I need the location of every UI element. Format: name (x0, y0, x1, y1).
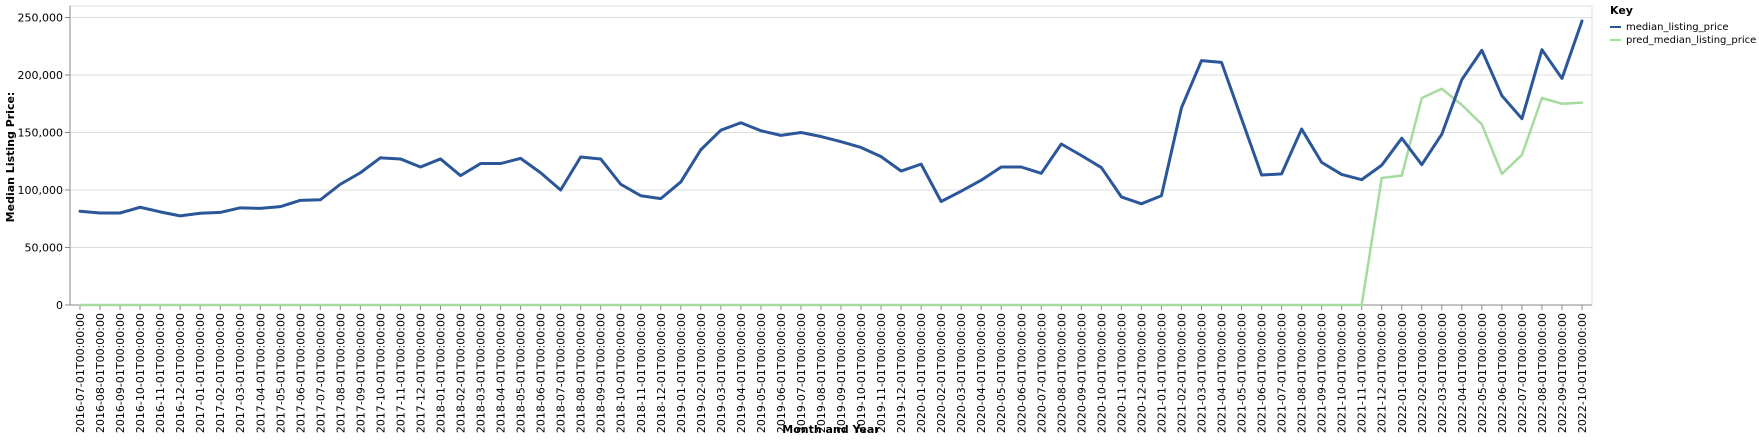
y-tick-label: 0 (56, 299, 63, 312)
x-tick-label: 2018-09-01T00:00:00 (595, 313, 608, 433)
x-tick-label: 2017-02-01T00:00:00 (214, 313, 227, 433)
x-tick-label: 2016-12-01T00:00:00 (174, 313, 187, 433)
x-tick-label: 2019-04-01T00:00:00 (735, 313, 748, 433)
series-line-median_listing_price (78, 19, 1584, 218)
x-tick-label: 2020-02-01T00:00:00 (935, 313, 948, 433)
x-tick-label: 2020-11-01T00:00:00 (1115, 313, 1128, 433)
x-tick-label: 2019-05-01T00:00:00 (755, 313, 768, 433)
x-tick-label: 2016-08-01T00:00:00 (94, 313, 107, 433)
x-tick-label: 2018-04-01T00:00:00 (495, 313, 508, 433)
x-tick-label: 2019-06-01T00:00:00 (775, 313, 788, 433)
x-tick-label: 2018-08-01T00:00:00 (575, 313, 588, 433)
x-tick-label: 2019-03-01T00:00:00 (715, 313, 728, 433)
x-tick-label: 2021-09-01T00:00:00 (1316, 313, 1329, 433)
x-tick-label: 2021-06-01T00:00:00 (1256, 313, 1269, 433)
legend: Key median_listing_price pred_median_list… (1610, 4, 1756, 46)
x-tick-label: 2020-12-01T00:00:00 (1135, 313, 1148, 433)
series-layer (78, 19, 1584, 307)
x-tick-label: 2019-10-01T00:00:00 (855, 313, 868, 433)
x-tick-label: 2020-01-01T00:00:00 (915, 313, 928, 433)
y-tick-label: 200,000 (18, 69, 64, 82)
x-tick-label: 2018-11-01T00:00:00 (635, 313, 648, 433)
x-tick-label: 2022-09-01T00:00:00 (1556, 313, 1569, 433)
legend-title: Key (1610, 4, 1633, 17)
x-tick-label: 2019-11-01T00:00:00 (875, 313, 888, 433)
x-tick-label: 2021-03-01T00:00:00 (1195, 313, 1208, 433)
y-axis: 0 50,000 100,000 150,000 200,000 250,000 (18, 6, 71, 312)
x-tick-label: 2020-08-01T00:00:00 (1055, 313, 1068, 433)
x-tick-label: 2021-11-01T00:00:00 (1356, 313, 1369, 433)
y-tick-label: 250,000 (18, 12, 64, 25)
x-tick-label: 2020-05-01T00:00:00 (995, 313, 1008, 433)
x-tick-label: 2018-12-01T00:00:00 (655, 313, 668, 433)
x-tick-label: 2022-03-01T00:00:00 (1436, 313, 1449, 433)
x-axis: 2016-07-01T00:00:00 2016-08-01T00:00:00 20… (70, 304, 1592, 433)
y-tick-label: 100,000 (18, 184, 64, 197)
series-line-pred_median_listing_price (78, 87, 1584, 307)
x-tick-label: 2016-11-01T00:00:00 (154, 313, 167, 433)
x-tick-label: 2017-08-01T00:00:00 (334, 313, 347, 433)
x-tick-label: 2018-10-01T00:00:00 (615, 313, 628, 433)
x-tick-label: 2018-05-01T00:00:00 (515, 313, 528, 433)
x-tick-label: 2022-06-01T00:00:00 (1496, 313, 1509, 433)
x-tick-label: 2017-12-01T00:00:00 (414, 313, 427, 433)
x-tick-label: 2019-07-01T00:00:00 (795, 313, 808, 433)
x-tick-label: 2017-06-01T00:00:00 (294, 313, 307, 433)
x-tick-label: 2020-03-01T00:00:00 (955, 313, 968, 433)
y-tick-label: 150,000 (18, 127, 64, 140)
x-tick-label: 2022-04-01T00:00:00 (1456, 313, 1469, 433)
y-axis-title: Median Listing Price: (4, 92, 17, 223)
x-tick-label: 2016-09-01T00:00:00 (114, 313, 127, 433)
plot-frame (69, 5, 1593, 306)
x-tick-label: 2022-05-01T00:00:00 (1476, 313, 1489, 433)
x-tick-label: 2018-06-01T00:00:00 (535, 313, 548, 433)
x-tick-label: 2019-01-01T00:00:00 (675, 313, 688, 433)
x-tick-label: 2020-09-01T00:00:00 (1075, 313, 1088, 433)
x-tick-label: 2018-01-01T00:00:00 (434, 313, 447, 433)
x-tick-label: 2021-10-01T00:00:00 (1336, 313, 1349, 433)
x-tick-label: 2019-02-01T00:00:00 (695, 313, 708, 433)
x-tick-label: 2017-04-01T00:00:00 (254, 313, 267, 433)
x-tick-label: 2017-10-01T00:00:00 (374, 313, 387, 433)
x-tick-label: 2017-05-01T00:00:00 (274, 313, 287, 433)
x-tick-label: 2021-04-01T00:00:00 (1216, 313, 1229, 433)
grid-lines (69, 5, 1593, 306)
x-tick-label: 2018-07-01T00:00:00 (555, 313, 568, 433)
x-tick-label: 2020-10-01T00:00:00 (1095, 313, 1108, 433)
x-tick-label: 2021-02-01T00:00:00 (1175, 313, 1188, 433)
x-tick-label: 2021-05-01T00:00:00 (1236, 313, 1249, 433)
x-tick-label: 2022-07-01T00:00:00 (1516, 313, 1529, 433)
x-tick-label: 2017-07-01T00:00:00 (314, 313, 327, 433)
legend-label: median_listing_price (1626, 22, 1729, 33)
x-tick-label: 2017-03-01T00:00:00 (234, 313, 247, 433)
x-tick-label: 2020-06-01T00:00:00 (1015, 313, 1028, 433)
x-tick-label: 2016-07-01T00:00:00 (74, 313, 87, 433)
x-tick-label: 2022-08-01T00:00:00 (1536, 313, 1549, 433)
x-tick-label: 2022-02-01T00:00:00 (1416, 313, 1429, 433)
legend-label: pred_median_listing_price (1626, 35, 1756, 46)
x-tick-label: 2022-10-01T00:00:00 (1576, 313, 1589, 433)
x-axis-title: Month and Year (782, 423, 880, 436)
x-tick-label: 2016-10-01T00:00:00 (134, 313, 147, 433)
x-tick-label: 2022-01-01T00:00:00 (1396, 313, 1409, 433)
x-tick-label: 2019-09-01T00:00:00 (835, 313, 848, 433)
x-tick-label: 2021-12-01T00:00:00 (1376, 313, 1389, 433)
x-tick-label: 2017-11-01T00:00:00 (394, 313, 407, 433)
x-tick-label: 2019-08-01T00:00:00 (815, 313, 828, 433)
x-tick-label: 2018-03-01T00:00:00 (475, 313, 488, 433)
x-tick-label: 2021-08-01T00:00:00 (1296, 313, 1309, 433)
x-tick-label: 2019-12-01T00:00:00 (895, 313, 908, 433)
x-tick-label: 2017-01-01T00:00:00 (194, 313, 207, 433)
x-tick-label: 2020-07-01T00:00:00 (1035, 313, 1048, 433)
x-tick-label: 2020-04-01T00:00:00 (975, 313, 988, 433)
x-tick-label: 2018-02-01T00:00:00 (455, 313, 468, 433)
x-tick-label: 2021-07-01T00:00:00 (1276, 313, 1289, 433)
y-tick-label: 50,000 (25, 242, 64, 255)
x-tick-label: 2021-01-01T00:00:00 (1155, 313, 1168, 433)
x-tick-label: 2017-09-01T00:00:00 (354, 313, 367, 433)
